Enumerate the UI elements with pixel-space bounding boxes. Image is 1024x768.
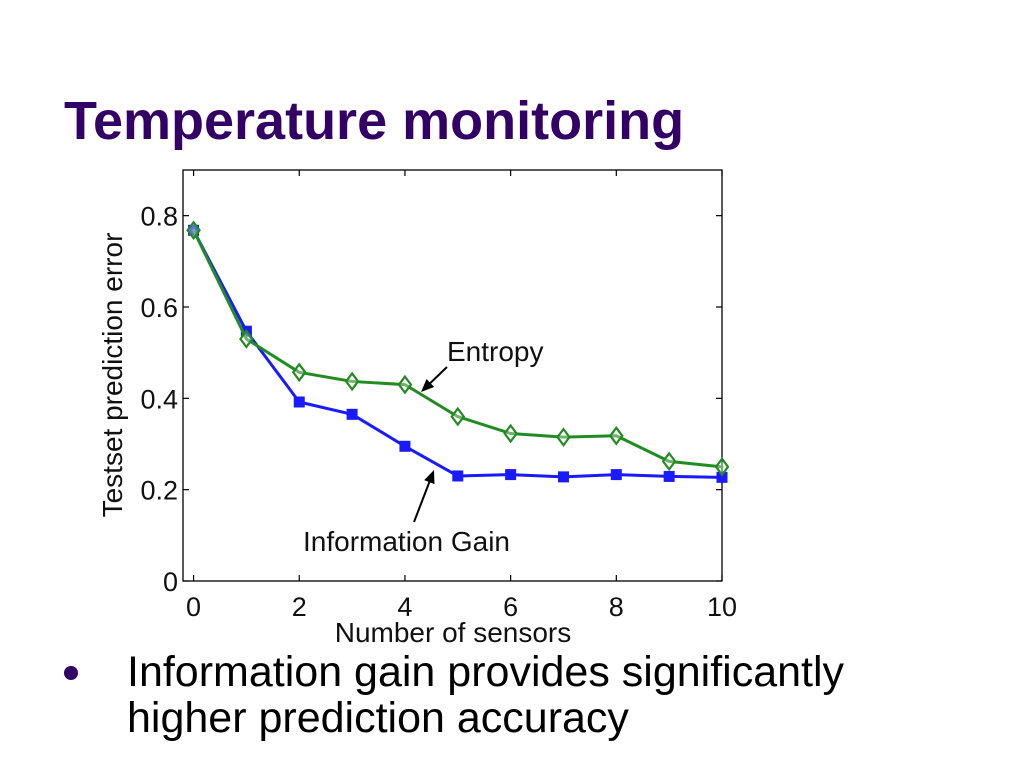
information-gain-point [610, 469, 622, 481]
annotation-information-gain-arrow-head [424, 470, 435, 485]
y-axis-label: Testset prediction error [97, 233, 128, 518]
annotation-entropy-arrow-head [421, 379, 435, 392]
x-axis-label: Number of sensors [335, 617, 572, 648]
x-tick-label: 2 [292, 592, 307, 622]
information-gain-point [399, 440, 411, 452]
y-tick-label: 0.6 [140, 293, 178, 323]
axes-box [182, 169, 723, 582]
information-gain-point [346, 408, 358, 420]
y-tick-label: 0.8 [140, 202, 178, 232]
x-tick-label: 0 [186, 592, 201, 622]
entropy-point [503, 423, 519, 444]
y-tick-label: 0.4 [140, 384, 178, 414]
entropy-series [186, 220, 730, 477]
annotation-entropy-label: Entropy [447, 336, 544, 367]
x-tick-label: 8 [609, 592, 624, 622]
entropy-point [450, 406, 466, 427]
entropy-point [344, 371, 360, 392]
annotation-information-gain-arrow-shaft [413, 481, 431, 523]
entropy-point [714, 457, 730, 477]
information-gain-point [452, 470, 464, 482]
annotation-entropy-arrow-shaft [429, 366, 448, 384]
information-gain-point [663, 470, 675, 482]
entropy-point [556, 427, 571, 447]
x-tick-label: 10 [707, 592, 737, 622]
slide-title: Temperature monitoring [64, 91, 685, 151]
information-gain-point [557, 471, 569, 483]
entropy-point [239, 329, 254, 349]
information-gain-point [716, 471, 728, 483]
information-gain-point [505, 469, 517, 481]
entropy-point [661, 451, 677, 472]
information-gain-point [293, 396, 305, 408]
y-tick-label: 0 [163, 567, 178, 597]
annotation-information-gain-label: Information Gain [303, 526, 510, 557]
entropy-point [186, 220, 201, 241]
entropy-point [608, 425, 624, 446]
bullet-text: Information gain provides significantly … [127, 648, 845, 742]
entropy-point [291, 362, 307, 383]
prediction-error-chart: 0 2 4 6 8 10 0 0.2 0.4 0.6 0.8 Number of sensors Tes… [97, 169, 737, 648]
x-tick-label: 6 [503, 592, 518, 622]
y-tick-label: 0.2 [140, 476, 178, 506]
x-tick-label: 4 [397, 592, 412, 622]
entropy-point [397, 374, 413, 395]
bullet-marker [64, 666, 78, 680]
entropy-line [192, 228, 724, 469]
